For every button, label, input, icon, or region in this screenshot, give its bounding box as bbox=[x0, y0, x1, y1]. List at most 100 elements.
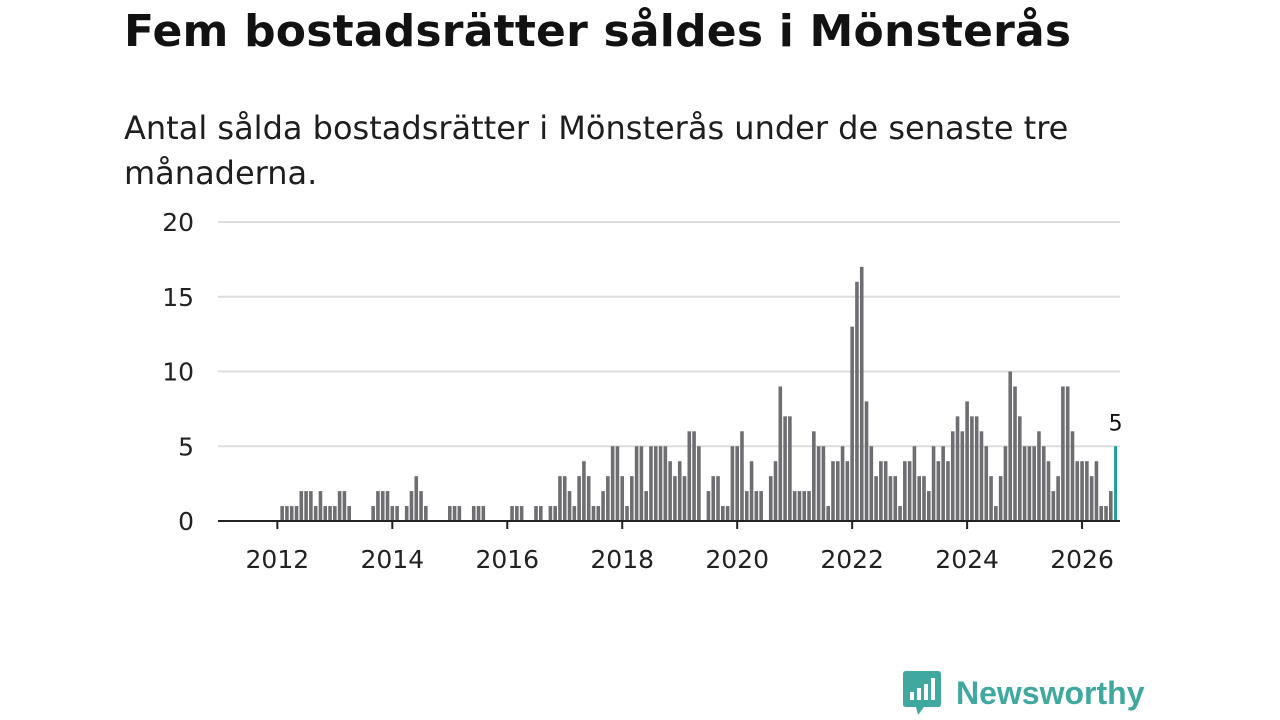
bar bbox=[376, 491, 380, 521]
bar bbox=[898, 506, 902, 521]
bar bbox=[721, 506, 725, 521]
bar bbox=[869, 446, 874, 521]
y-tick-label: 15 bbox=[162, 283, 194, 312]
bar bbox=[893, 476, 898, 521]
y-tick-label: 5 bbox=[178, 432, 194, 461]
bar bbox=[615, 446, 620, 521]
bar bbox=[639, 446, 644, 521]
bar bbox=[337, 491, 342, 521]
bar bbox=[289, 506, 294, 521]
x-tick-label: 2020 bbox=[705, 545, 769, 574]
x-tick-label: 2018 bbox=[590, 545, 654, 574]
bar bbox=[1089, 476, 1094, 521]
bar bbox=[1056, 476, 1060, 521]
bar bbox=[965, 401, 969, 521]
bar bbox=[1099, 506, 1104, 521]
bar bbox=[1094, 461, 1099, 521]
bar bbox=[371, 506, 375, 521]
bar bbox=[974, 416, 979, 521]
bar bbox=[653, 446, 658, 521]
bar bbox=[476, 506, 481, 521]
bar bbox=[515, 506, 519, 521]
bar bbox=[922, 476, 926, 521]
bar bbox=[447, 506, 452, 521]
bar bbox=[783, 416, 787, 521]
bar bbox=[1065, 386, 1070, 521]
x-tick-label: 2012 bbox=[246, 545, 310, 574]
bar bbox=[812, 431, 816, 521]
bar bbox=[673, 476, 677, 521]
bar bbox=[960, 431, 965, 521]
bar bbox=[859, 266, 864, 521]
bar bbox=[567, 491, 572, 521]
bar bbox=[457, 506, 462, 521]
bar bbox=[596, 506, 601, 521]
gridlines bbox=[218, 221, 1120, 448]
bar bbox=[471, 506, 476, 521]
bar bbox=[572, 506, 577, 521]
bar bbox=[1003, 446, 1008, 521]
bar bbox=[419, 491, 423, 521]
bar bbox=[610, 446, 615, 521]
newsworthy-logo-icon bbox=[903, 671, 941, 715]
bar bbox=[1046, 461, 1051, 521]
bar bbox=[835, 461, 840, 521]
bar bbox=[519, 506, 524, 521]
bar bbox=[826, 506, 830, 521]
bar bbox=[1075, 461, 1080, 521]
bar bbox=[601, 491, 605, 521]
bar bbox=[754, 491, 759, 521]
bar bbox=[749, 461, 754, 521]
bar bbox=[390, 506, 395, 521]
x-tick-label: 2014 bbox=[360, 545, 424, 574]
bar bbox=[409, 491, 414, 521]
bar bbox=[1109, 491, 1113, 521]
bar bbox=[342, 491, 347, 521]
bar bbox=[845, 461, 850, 521]
bar bbox=[558, 476, 562, 521]
bar bbox=[692, 431, 696, 521]
bar bbox=[385, 491, 390, 521]
bar bbox=[481, 506, 486, 521]
bar bbox=[404, 506, 409, 521]
bar bbox=[936, 461, 941, 521]
bar bbox=[309, 491, 313, 521]
bar bbox=[989, 476, 993, 521]
bar bbox=[1018, 416, 1022, 521]
bar bbox=[797, 491, 802, 521]
bar bbox=[716, 476, 720, 521]
bar bbox=[663, 446, 668, 521]
bar bbox=[649, 446, 653, 521]
bar bbox=[553, 506, 557, 521]
bar bbox=[285, 506, 289, 521]
bar bbox=[510, 506, 514, 521]
bar bbox=[725, 506, 730, 521]
bar bbox=[586, 476, 591, 521]
bar bbox=[883, 461, 888, 521]
bar bbox=[792, 491, 797, 521]
bar bbox=[874, 476, 878, 521]
bar bbox=[903, 461, 907, 521]
y-tick-label: 0 bbox=[178, 507, 194, 536]
bar bbox=[926, 491, 931, 521]
bar bbox=[735, 446, 739, 521]
bar bbox=[299, 491, 304, 521]
x-tick-label: 2016 bbox=[475, 545, 539, 574]
bar bbox=[1080, 461, 1084, 521]
bar bbox=[821, 446, 826, 521]
brand-name: Newsworthy bbox=[956, 674, 1145, 711]
bar bbox=[855, 281, 859, 521]
bar bbox=[304, 491, 308, 521]
bar bbox=[740, 431, 744, 521]
bar bbox=[323, 506, 328, 521]
bar bbox=[994, 506, 998, 521]
bar bbox=[850, 326, 854, 521]
bar bbox=[970, 416, 974, 521]
bar bbox=[931, 446, 936, 521]
chart-subtitle: Antal sålda bostadsrätter i Mönsterås un… bbox=[124, 109, 1069, 192]
bar bbox=[697, 446, 701, 521]
newsworthy-brand[interactable]: Newsworthy bbox=[902, 670, 1144, 716]
bar bbox=[840, 446, 845, 521]
bar bbox=[591, 506, 596, 521]
